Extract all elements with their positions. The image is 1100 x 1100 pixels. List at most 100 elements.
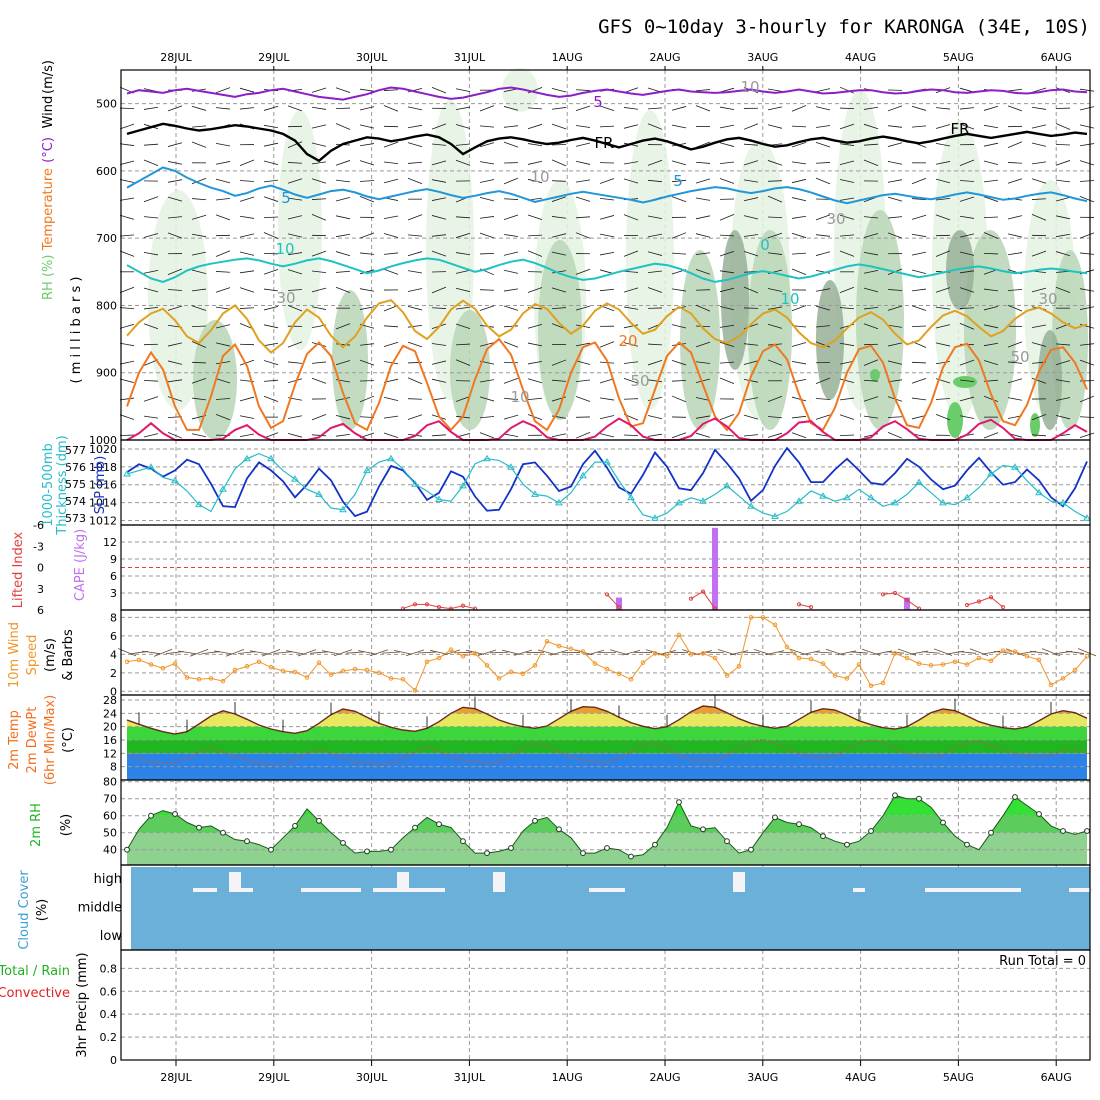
wind-barb-10m bbox=[837, 650, 857, 655]
rh-point bbox=[244, 838, 250, 845]
wind-barb bbox=[287, 233, 303, 238]
wind-barb bbox=[431, 343, 447, 346]
wind-barb bbox=[887, 125, 903, 128]
wind-barb bbox=[863, 106, 879, 110]
wind-barb bbox=[431, 378, 447, 383]
rh-point bbox=[796, 821, 802, 828]
wind-barb bbox=[335, 433, 351, 437]
thickness-point bbox=[1059, 498, 1067, 506]
wind-barb bbox=[623, 361, 639, 364]
wind-speed-point bbox=[616, 671, 622, 677]
wind-speed-point bbox=[1000, 648, 1006, 653]
rh-shade-area bbox=[816, 280, 844, 400]
wind-barb bbox=[575, 342, 591, 347]
wind-barb bbox=[431, 123, 447, 130]
wind-barb bbox=[503, 325, 519, 328]
wind-barb-10m bbox=[357, 650, 377, 655]
wind-speed-point bbox=[544, 639, 550, 644]
isotherm-10c bbox=[126, 257, 1088, 283]
wind-barb bbox=[839, 342, 855, 347]
wind-barb bbox=[839, 250, 855, 257]
rh-point bbox=[532, 817, 538, 824]
cape-bar bbox=[712, 527, 718, 610]
rh-point bbox=[748, 846, 754, 853]
contour-label: 50 bbox=[1010, 348, 1029, 366]
cloud-cell bbox=[937, 888, 949, 892]
wind-barb bbox=[335, 196, 351, 202]
wind-barb bbox=[527, 214, 543, 221]
wind-barb bbox=[719, 287, 735, 293]
wind-barb-10m bbox=[957, 651, 977, 654]
thickness-point bbox=[675, 498, 683, 506]
wind-barb bbox=[263, 142, 279, 147]
wind-barb bbox=[935, 178, 951, 184]
wind-barb bbox=[671, 432, 687, 439]
date-label-top: 28JUL bbox=[160, 51, 192, 64]
wind-speed-point bbox=[508, 669, 514, 675]
wind-barb bbox=[143, 287, 159, 293]
wind-barb bbox=[1007, 397, 1023, 401]
wind-barb bbox=[215, 271, 231, 273]
wind-barb bbox=[527, 287, 543, 293]
wind-barb bbox=[839, 307, 855, 310]
wind-barb bbox=[599, 288, 615, 292]
wind-speed-point bbox=[424, 659, 430, 665]
wind-barb bbox=[767, 395, 783, 403]
wind-barb bbox=[335, 160, 351, 166]
cloud-cell bbox=[613, 888, 625, 892]
wind-barb-10m bbox=[849, 651, 869, 654]
wind-barb bbox=[647, 287, 663, 293]
thickness-point bbox=[771, 512, 779, 519]
wind-barb bbox=[959, 287, 975, 293]
precip-tick-label: 0 bbox=[110, 1054, 117, 1067]
wind-barb bbox=[479, 252, 495, 255]
wind-barb-10m bbox=[705, 651, 725, 654]
wind-barb bbox=[1055, 360, 1071, 366]
wind-barb bbox=[191, 141, 207, 148]
wind-barb bbox=[263, 196, 279, 202]
wind-barb bbox=[911, 378, 927, 384]
wind-barb bbox=[215, 324, 231, 329]
wind-barb bbox=[551, 287, 567, 293]
wind-speed-point bbox=[436, 655, 442, 661]
rh-band bbox=[127, 795, 1087, 799]
wind-barb bbox=[575, 105, 591, 112]
wind-barb bbox=[551, 159, 567, 167]
date-label-top: 3AUG bbox=[747, 51, 778, 64]
wind-barb bbox=[935, 413, 951, 421]
wind-barb bbox=[839, 214, 855, 220]
wind-barb bbox=[647, 415, 663, 420]
wind-barb bbox=[143, 323, 159, 330]
wind-barb bbox=[839, 397, 855, 401]
temp-band bbox=[127, 713, 1087, 727]
wind-ylabel: & Barbs bbox=[61, 629, 76, 681]
rh-point bbox=[268, 846, 274, 853]
cloud-ylabel: Cloud Cover bbox=[17, 870, 32, 950]
thickness-point bbox=[1011, 463, 1019, 470]
wind-barb bbox=[503, 177, 519, 185]
thickness-tick-label: 576 bbox=[65, 461, 86, 474]
pressure-axis-label-text: ( m i l l i b a r s ) bbox=[69, 277, 84, 384]
wind-barb bbox=[383, 432, 399, 438]
isotherm--5c bbox=[126, 86, 1088, 101]
wind-barb bbox=[1055, 233, 1071, 238]
cloud-level-label: middle bbox=[78, 901, 122, 916]
rh-shade-area bbox=[721, 230, 749, 370]
thickness-point bbox=[195, 500, 203, 508]
slp-ylabel: SLP (mb) bbox=[93, 456, 108, 515]
wind-barb bbox=[791, 197, 807, 202]
wind-speed-point bbox=[712, 655, 718, 661]
wind-barb bbox=[743, 197, 759, 202]
wind-barb bbox=[119, 143, 135, 146]
wind-speed-point bbox=[292, 669, 298, 675]
wind-barb-10m bbox=[273, 651, 293, 654]
date-label-bottom: 6AUG bbox=[1041, 1071, 1072, 1084]
wind-barb bbox=[191, 177, 207, 185]
upper-air-ylabel-part: RH (%) bbox=[41, 255, 56, 300]
wind-barb bbox=[215, 142, 231, 147]
temp-tick-label: 12 bbox=[103, 747, 117, 760]
wind-speed-point bbox=[724, 673, 730, 678]
pressure-tick-label: 600 bbox=[96, 165, 117, 178]
wind-barb bbox=[863, 233, 879, 238]
